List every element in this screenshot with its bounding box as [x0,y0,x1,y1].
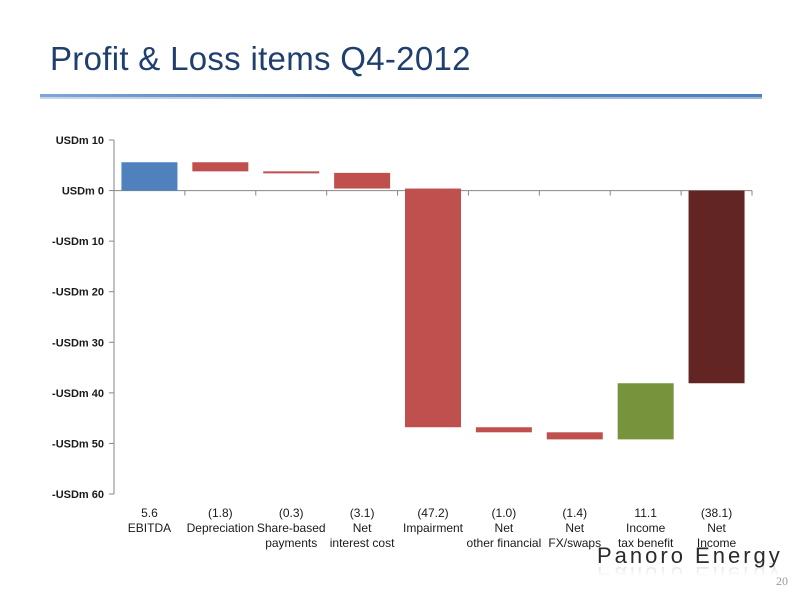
category-value-label: (1.4) [562,506,587,520]
category-name-label: Income [626,521,666,535]
company-logo: Panoro Energy Panoro Energy [597,543,783,593]
category-name-label: FX/swaps [548,536,601,550]
waterfall-bar [121,162,178,191]
category-value-label: (47.2) [417,506,448,520]
waterfall-bar [263,171,320,174]
category-name-label: Impairment [403,521,464,535]
category-name-label: Net [707,521,726,535]
title-divider [40,94,762,97]
y-tick-label: -USDm 40 [52,388,104,400]
category-value-label: (0.3) [279,506,304,520]
category-value-label: (3.1) [350,506,375,520]
category-value-label: (38.1) [701,506,732,520]
waterfall-bar [475,427,532,433]
waterfall-bar [334,172,391,189]
logo-reflection: Panoro Energy [597,562,783,587]
waterfall-bar [617,383,674,440]
category-value-label: 11.1 [634,506,657,520]
page-number: 20 [776,574,788,588]
category-name-label: Net [495,521,514,535]
waterfall-bar [546,432,603,440]
category-value-label: (1.8) [208,506,233,520]
y-tick-label: -USDm 20 [52,287,104,299]
category-name-label: interest cost [330,536,395,550]
page-title: Profit & Loss items Q4-2012 [50,40,471,77]
category-name-label: EBITDA [128,521,171,535]
waterfall-bar [405,188,461,428]
title-divider-shadow [40,97,762,99]
waterfall-bar [192,162,249,172]
y-tick-label: USDm 10 [56,135,104,147]
category-name-label: tax benefit [618,536,674,550]
category-value-label: (1.0) [492,506,517,520]
y-tick-label: -USDm 50 [52,438,104,450]
category-value-label: 5.6 [141,506,158,520]
category-name-label: payments [265,536,317,550]
y-tick-label: -USDm 10 [52,236,104,248]
y-tick-label: -USDm 60 [52,489,104,501]
y-tick-label: -USDm 30 [52,337,104,349]
category-name-label: Income [697,536,737,550]
category-name-label: Net [353,521,372,535]
category-name-label: Net [565,521,584,535]
category-name-label: Depreciation [187,521,254,535]
y-tick-label: USDm 0 [62,186,104,198]
category-name-label: other financial [467,536,542,550]
logo-text: Panoro Energy [597,543,783,568]
waterfall-bar [688,190,745,384]
category-name-label: Share-based [257,521,326,535]
